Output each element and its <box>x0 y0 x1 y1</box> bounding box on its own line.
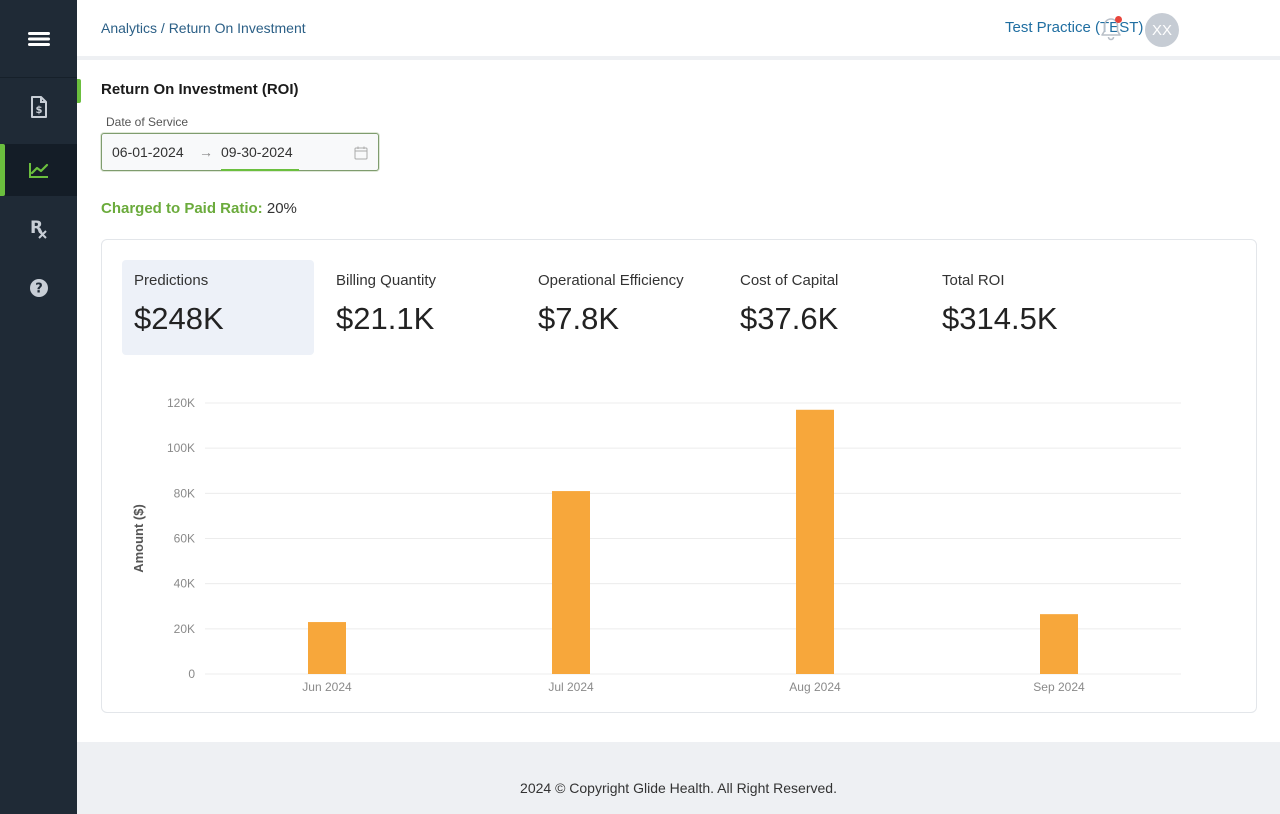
notification-badge <box>1115 16 1122 23</box>
section-marker <box>77 79 81 103</box>
bar-jun-2024[interactable] <box>308 622 346 674</box>
practice-selector-label: Test Practice (TEST) <box>1005 19 1144 36</box>
date-end-input[interactable]: 09-30-2024 <box>221 144 293 160</box>
roi-card: Predictions $248K Billing Quantity $21.1K Op… <box>101 239 1257 713</box>
line-chart-icon <box>28 163 48 178</box>
kpi-label: Cost of Capital <box>740 272 839 289</box>
kpi-label: Predictions <box>134 272 209 289</box>
kpi-tile-total-roi[interactable]: Total ROI $314.5K <box>930 260 1122 355</box>
y-tick-label: 60K <box>174 532 195 546</box>
breadcrumb[interactable]: Analytics / Return On Investment <box>101 20 306 36</box>
ratio-value: 20% <box>266 200 297 217</box>
ratio-label: Charged to Paid Ratio: <box>101 200 263 217</box>
practice-selector[interactable]: Test Practice (TEST) <box>1005 19 1163 36</box>
y-tick-label: 40K <box>174 577 195 591</box>
bar-jul-2024[interactable] <box>552 491 590 674</box>
kpi-label: Operational Efficiency <box>538 272 684 289</box>
date-start-input[interactable]: 06-01-2024 <box>112 144 184 160</box>
bar-sep-2024[interactable] <box>1040 614 1078 674</box>
x-tick-label: Sep 2024 <box>1033 680 1085 694</box>
avatar[interactable]: XX <box>1145 13 1179 47</box>
svg-text:?: ? <box>35 282 43 297</box>
x-tick-label: Jun 2024 <box>302 680 352 694</box>
kpi-value: $314.5K <box>942 301 1058 336</box>
date-range-picker[interactable]: 06-01-2024 → 09-30-2024 <box>101 133 379 171</box>
date-of-service-label: Date of Service <box>106 115 189 129</box>
kpi-value: $7.8K <box>538 301 620 336</box>
help-icon: ? <box>29 279 48 297</box>
y-tick-label: 20K <box>174 622 195 636</box>
sidebar-item-help[interactable]: ? <box>0 262 77 314</box>
y-tick-label: 0 <box>188 667 195 681</box>
dollar-document-icon: $ <box>30 96 47 118</box>
x-tick-label: Aug 2024 <box>789 680 841 694</box>
y-tick-label: 120K <box>167 396 195 410</box>
kpi-value: $37.6K <box>740 301 839 336</box>
roi-bar-chart: 0 20K 40K 60K 80K 100K 120K Jun 2024 Jul 2024 Aug… <box>131 396 1181 694</box>
kpi-value: $248K <box>134 301 224 336</box>
menu-toggle-button[interactable] <box>0 0 77 78</box>
kpi-tile-billing-quantity[interactable]: Billing Quantity $21.1K <box>324 260 516 355</box>
kpi-label: Billing Quantity <box>336 272 437 289</box>
sidebar: $ R ? <box>0 0 77 814</box>
top-header: Analytics / Return On Investment Test Pr… <box>77 0 1280 60</box>
active-date-indicator <box>221 169 299 171</box>
y-axis-title: Amount ($) <box>131 504 146 573</box>
y-tick-label: 80K <box>174 486 195 500</box>
sidebar-item-billing[interactable]: $ <box>0 81 77 133</box>
date-range-arrow: → <box>199 144 213 160</box>
notification-bell-icon[interactable] <box>1099 16 1123 42</box>
page-title: Return On Investment (ROI) <box>101 81 299 98</box>
prescription-icon: R <box>30 218 47 239</box>
sidebar-item-analytics[interactable] <box>0 144 77 196</box>
x-tick-label: Jul 2024 <box>548 680 594 694</box>
sidebar-item-prescriptions[interactable]: R <box>0 202 77 254</box>
calendar-icon[interactable] <box>354 146 368 160</box>
kpi-tile-operational-efficiency[interactable]: Operational Efficiency $7.8K <box>526 260 718 355</box>
bar-aug-2024[interactable] <box>796 409 834 674</box>
kpi-label: Total ROI <box>942 272 1005 289</box>
footer: 2024 © Copyright Glide Health. All Right… <box>77 742 1280 814</box>
footer-copyright: 2024 © Copyright Glide Health. All Right… <box>520 780 837 796</box>
hamburger-menu-icon <box>27 31 50 46</box>
kpi-value: $21.1K <box>336 301 435 336</box>
kpi-tile-predictions[interactable]: Predictions $248K <box>122 260 314 355</box>
kpi-tile-cost-of-capital[interactable]: Cost of Capital $37.6K <box>728 260 920 355</box>
y-tick-label: 100K <box>167 441 195 455</box>
svg-text:$: $ <box>35 105 42 116</box>
charged-to-paid-ratio: Charged to Paid Ratio: 20% <box>101 200 297 217</box>
